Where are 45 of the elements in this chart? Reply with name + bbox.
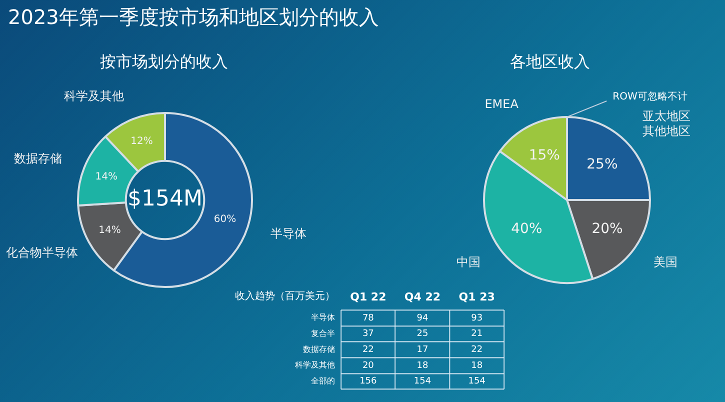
y-tick-label: 数据存储 [303, 344, 335, 354]
data-label: 25 [416, 329, 428, 340]
data-label: 154 [414, 376, 432, 387]
slice-label: 科学及其他 [64, 88, 124, 103]
slice-label: 数据存储 [14, 151, 62, 166]
data-label: 94 [416, 313, 428, 324]
chart-title: 收入趋势（百万美元） [235, 290, 335, 303]
data-label: 17 [416, 345, 428, 356]
slice-label: 亚太地区其他地区 [642, 108, 691, 138]
slice-label: EMEA [484, 96, 520, 111]
data-label: 21 [471, 329, 483, 340]
data-label: 18 [416, 360, 428, 371]
chart-title: 2023年第一季度按市场和地区划分的收入 [8, 4, 379, 31]
data-label: 22 [362, 345, 374, 356]
data-label: 93 [471, 313, 483, 324]
data-label: 20 [362, 360, 374, 371]
x-tick-label: Q1 23 [458, 290, 495, 304]
x-tick-label: Q4 22 [404, 290, 441, 304]
data-label: 154 [468, 376, 486, 387]
data-label: 20% [592, 220, 623, 237]
chart-title: 各地区收入 [510, 52, 590, 73]
data-label: 14% [98, 224, 121, 236]
data-label: 12% [130, 136, 153, 147]
y-tick-label: 全部的 [311, 376, 335, 386]
text: ROW可忽略不计 [612, 90, 688, 103]
data-label: 37 [362, 329, 374, 340]
slice-label: 半导体 [270, 226, 307, 240]
y-tick-label: 半导体 [311, 313, 335, 322]
data-label: 22 [471, 345, 483, 356]
chart-subtitle: 按市场划分的收入 [100, 52, 228, 73]
data-label: 18 [471, 360, 483, 371]
y-tick-label: 复合半 [311, 328, 335, 338]
data-label: 15% [528, 147, 560, 164]
data-label: 40% [511, 220, 542, 237]
slice-label: 美国 [654, 255, 678, 270]
data-label: 78 [362, 313, 374, 324]
slice-label: 化合物半导体 [6, 246, 78, 260]
x-tick-label: Q1 22 [350, 290, 386, 304]
slice-label: 中国 [456, 255, 480, 270]
data-label: 25% [586, 156, 618, 172]
data-label: 60% [214, 214, 236, 226]
data-label: 156 [360, 376, 378, 387]
y-tick-label: 科学及其他 [295, 360, 335, 370]
text: $154M [128, 186, 202, 212]
data-label: 14% [95, 171, 118, 182]
